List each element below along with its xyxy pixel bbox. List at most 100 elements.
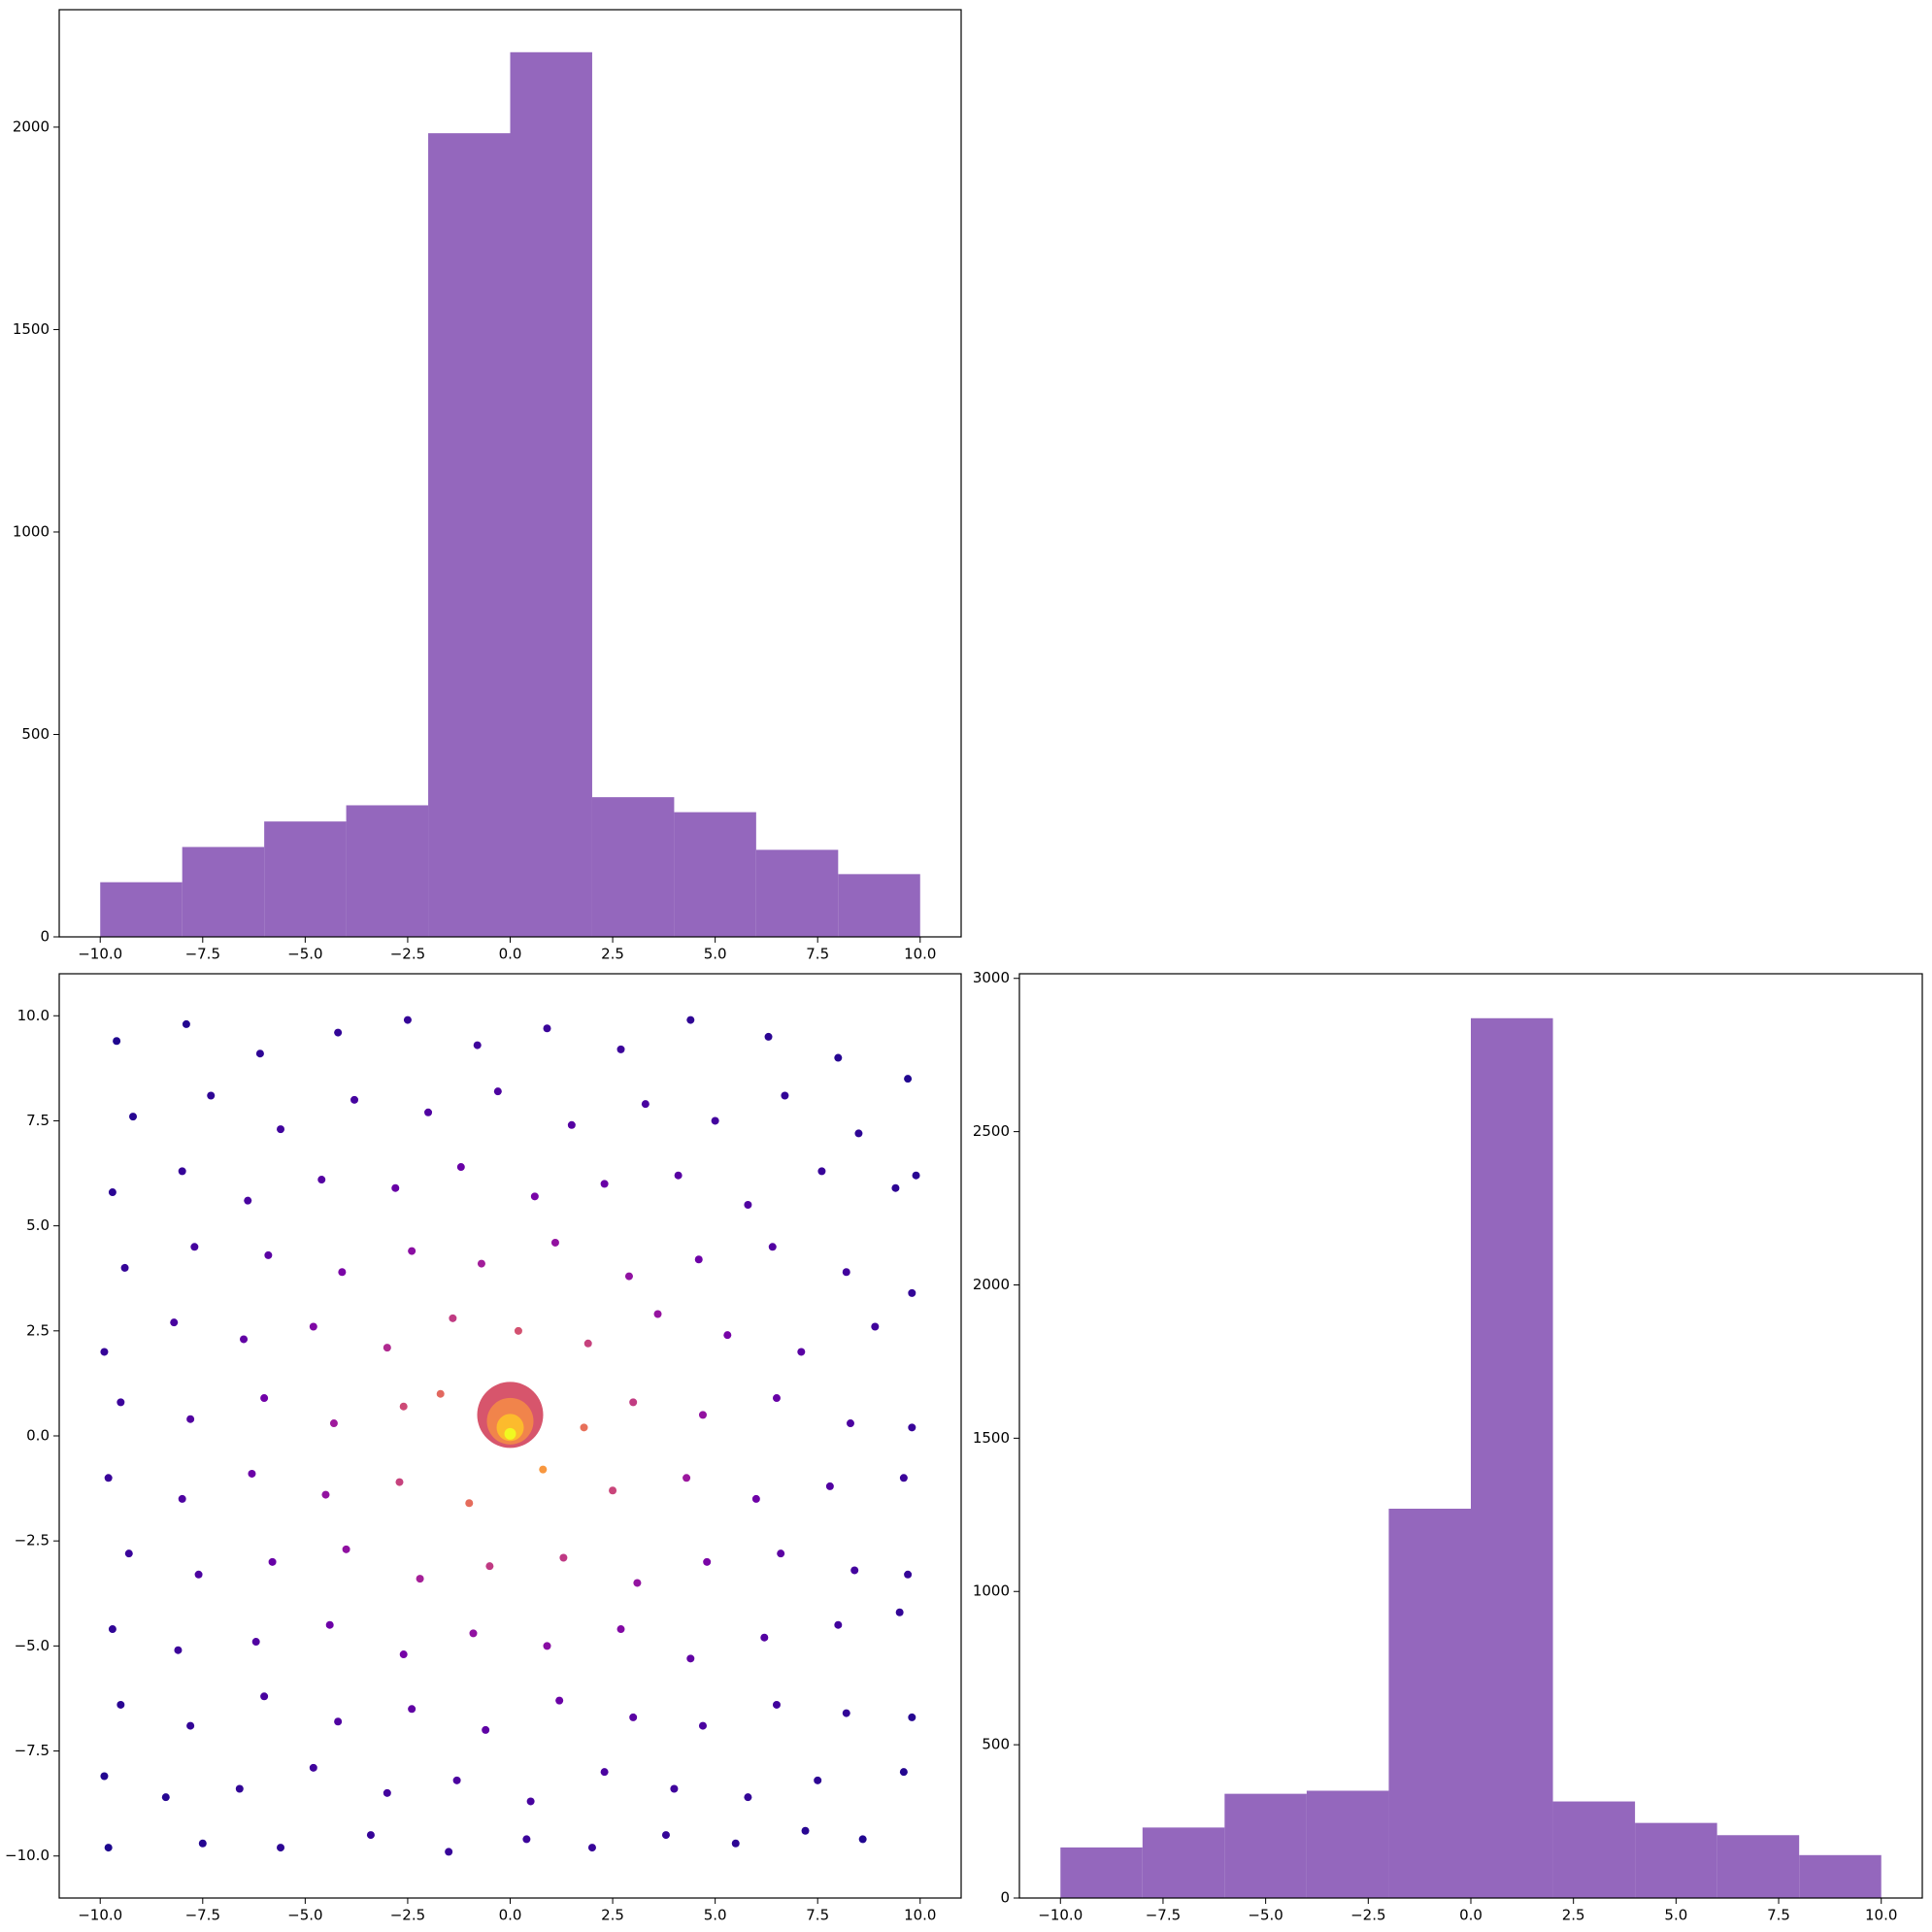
x-tick-label: 0.0	[499, 946, 522, 963]
y-tick-label: 5.0	[26, 1216, 50, 1234]
y-tick-label: 2000	[973, 1276, 1010, 1293]
point	[436, 1389, 445, 1398]
x-tick-label: 0.0	[1459, 1907, 1482, 1924]
point	[908, 1713, 916, 1721]
point	[240, 1335, 249, 1344]
point	[850, 1566, 859, 1575]
point	[600, 1180, 609, 1188]
point	[908, 1423, 916, 1432]
y-tick-label: 2.5	[26, 1321, 50, 1339]
point	[797, 1348, 806, 1356]
bar	[1716, 1835, 1800, 1898]
x-tick-label: −10.0	[78, 946, 122, 963]
point	[424, 1108, 433, 1116]
point	[350, 1095, 359, 1104]
point	[858, 1835, 867, 1844]
point	[129, 1113, 138, 1121]
x-tick-label: −2.5	[1350, 1907, 1385, 1924]
x-tick-label: −10.0	[78, 1907, 122, 1924]
point	[899, 1768, 908, 1777]
y-tick-label: −10.0	[5, 1847, 50, 1864]
point	[580, 1423, 588, 1432]
point	[399, 1650, 408, 1659]
point	[723, 1331, 732, 1340]
point	[309, 1763, 317, 1772]
bar	[1306, 1790, 1389, 1898]
point	[744, 1201, 752, 1209]
point	[309, 1322, 317, 1331]
point	[825, 1482, 834, 1490]
point	[408, 1705, 416, 1714]
bar	[100, 882, 183, 937]
bar	[182, 847, 265, 937]
point	[814, 1776, 822, 1784]
point	[317, 1176, 326, 1184]
point	[277, 1844, 285, 1852]
point	[567, 1120, 576, 1129]
point	[255, 1049, 264, 1058]
point	[550, 1238, 559, 1247]
y-tick-label: 1500	[973, 1429, 1010, 1447]
point	[174, 1646, 183, 1654]
point	[629, 1398, 638, 1407]
point	[698, 1721, 707, 1730]
bar	[428, 133, 511, 937]
point	[445, 1848, 453, 1856]
point	[100, 1772, 109, 1781]
point	[366, 1831, 375, 1840]
point	[772, 1394, 781, 1403]
y-tick-label: 500	[21, 725, 50, 743]
bar	[591, 797, 675, 937]
point	[543, 1024, 551, 1033]
point	[694, 1255, 703, 1264]
point	[744, 1793, 752, 1802]
point	[834, 1053, 843, 1062]
point	[674, 1171, 683, 1180]
point	[543, 1642, 551, 1650]
y-tick-label: 0	[40, 928, 50, 946]
point	[482, 1725, 490, 1734]
point	[587, 1844, 596, 1852]
point	[408, 1247, 416, 1255]
y-tick-label: 10.0	[17, 1007, 50, 1024]
bar	[264, 821, 347, 937]
x-tick-label: 0.0	[499, 1907, 522, 1924]
point	[764, 1032, 773, 1041]
y-tick-label: 3000	[973, 969, 1010, 986]
point	[583, 1339, 592, 1348]
point	[268, 1557, 277, 1566]
point	[703, 1557, 712, 1566]
x-tick-label: 2.5	[1562, 1907, 1585, 1924]
point	[485, 1562, 494, 1571]
bar	[1552, 1801, 1636, 1898]
point	[342, 1545, 350, 1553]
bar	[755, 849, 839, 937]
x-tick-label: −5.0	[287, 946, 322, 963]
point	[334, 1028, 343, 1037]
point	[731, 1839, 740, 1848]
point	[834, 1620, 843, 1629]
point	[108, 1625, 117, 1634]
point	[260, 1394, 269, 1403]
x-tick-label: −5.0	[1248, 1907, 1282, 1924]
point	[751, 1494, 760, 1503]
point	[768, 1243, 777, 1251]
point	[504, 1427, 516, 1440]
point	[477, 1259, 485, 1268]
x-tick-label: 5.0	[1664, 1907, 1687, 1924]
point	[178, 1494, 186, 1503]
point	[182, 1019, 190, 1028]
y-tick-label: 7.5	[26, 1112, 50, 1129]
point	[456, 1163, 465, 1172]
bar	[1142, 1827, 1225, 1898]
y-tick-label: 2500	[973, 1122, 1010, 1140]
point	[321, 1490, 330, 1499]
point	[842, 1268, 850, 1277]
point	[120, 1263, 129, 1272]
point	[469, 1629, 478, 1638]
x-tick-label: −10.0	[1038, 1907, 1083, 1924]
point	[559, 1553, 568, 1562]
x-tick-label: 2.5	[601, 1907, 624, 1924]
point	[117, 1398, 125, 1407]
point	[891, 1183, 900, 1192]
